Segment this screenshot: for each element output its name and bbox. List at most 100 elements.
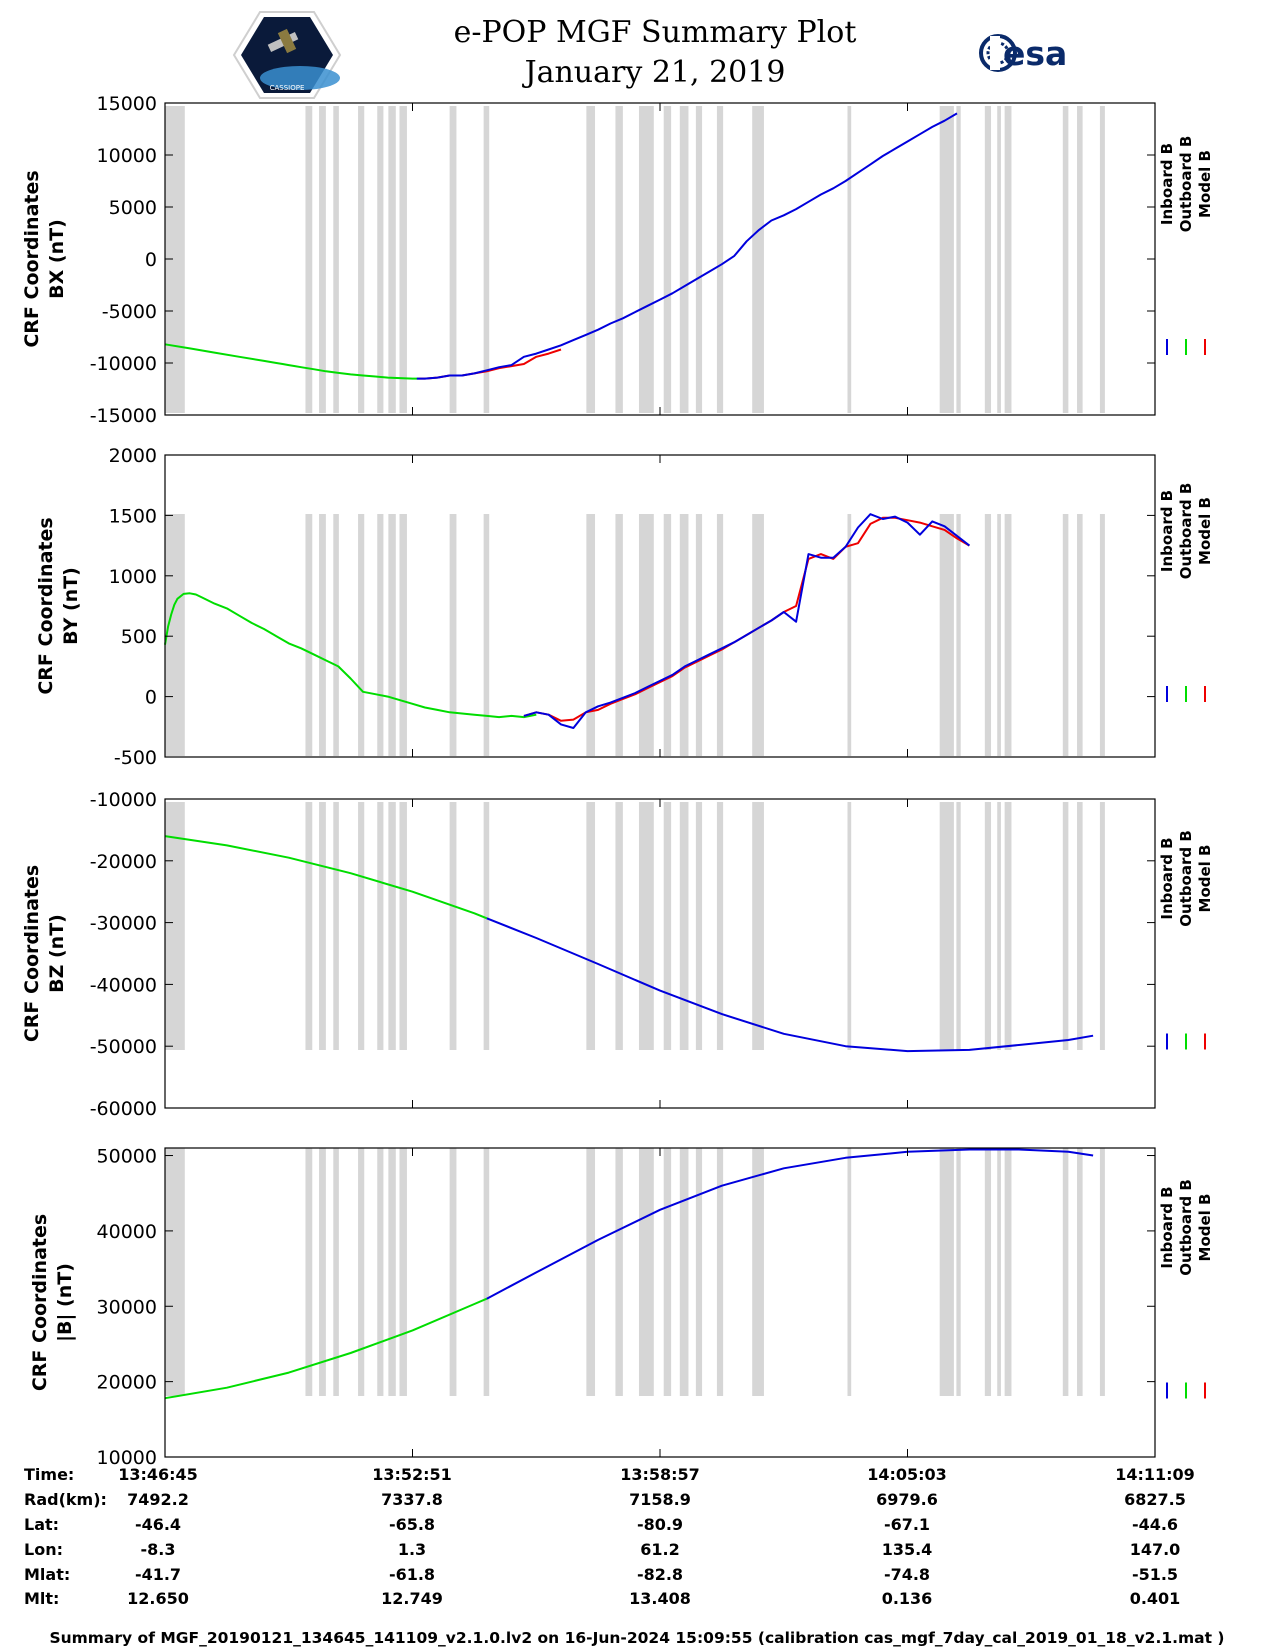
y-axis-label: CRF Coordinates	[21, 170, 43, 347]
data-gap-bar	[752, 514, 764, 756]
data-gap-bar	[997, 802, 1001, 1050]
y-tick-label: 40000	[97, 1221, 157, 1243]
info-row-label: Lon:	[24, 1540, 63, 1559]
data-gap-bar	[388, 1148, 396, 1396]
data-gap-bar	[586, 514, 596, 756]
y-tick-label: 50000	[97, 1146, 157, 1168]
info-cell: -46.4	[135, 1515, 181, 1534]
legend-label: Outboard B	[1177, 136, 1195, 233]
data-gap-bar	[1062, 106, 1069, 413]
data-gap-bar	[939, 1148, 954, 1396]
info-cell: 135.4	[882, 1540, 933, 1559]
info-cell: 61.2	[640, 1540, 679, 1559]
series-outboard-b	[164, 343, 419, 380]
y-axis-label: BY (nT)	[60, 567, 82, 645]
info-cell: -65.8	[389, 1515, 435, 1534]
legend-label: Model B	[1196, 1194, 1214, 1262]
y-tick-label: 10000	[97, 1447, 157, 1469]
y-tick-label: 30000	[97, 1296, 157, 1318]
data-gap-bar	[1062, 514, 1069, 756]
legend-label: Inboard B	[1158, 143, 1176, 225]
series-model-b	[418, 348, 562, 380]
data-gap-bar	[358, 802, 365, 1050]
y-tick-label: 0	[145, 687, 157, 709]
data-gap-bar	[586, 802, 596, 1050]
info-cell: 13:58:57	[620, 1465, 700, 1484]
data-gap-bar	[984, 1148, 992, 1396]
data-gap-bar	[997, 1148, 1001, 1396]
data-gap-bar	[399, 106, 407, 413]
data-gap-bar	[716, 106, 724, 413]
info-cell: 7158.9	[629, 1490, 691, 1509]
data-gap-bar	[1077, 514, 1083, 756]
data-gap-bar	[984, 514, 992, 756]
data-gap-bar	[638, 1148, 654, 1396]
data-gap-bar	[638, 514, 654, 756]
data-gap-bar	[483, 1148, 490, 1396]
data-gap-bar	[319, 514, 326, 756]
data-gap-bar	[752, 802, 764, 1050]
info-row-label: Rad(km):	[24, 1490, 107, 1509]
data-gap-bar	[695, 1148, 703, 1396]
data-gap-bar	[638, 802, 654, 1050]
cassiope-logo: CASSIOPE	[232, 11, 342, 99]
data-gap-bar	[679, 802, 689, 1050]
series-inboard-b	[523, 513, 971, 729]
chart-subtitle-date: January 21, 2019	[522, 55, 786, 90]
data-gap-bar	[377, 802, 384, 1050]
data-gap-bar	[1099, 802, 1105, 1050]
panel-2: 2000 1500 1000 500 0 -500 CRF Coordinates BY (n…	[35, 445, 1214, 769]
data-gap-bar	[377, 106, 384, 413]
esa-logo-text: esa	[1003, 34, 1067, 73]
data-gap-bar	[679, 106, 689, 413]
info-cell: 1.3	[398, 1540, 426, 1559]
data-gap-bar	[847, 1148, 852, 1396]
series-outboard-b	[164, 835, 488, 920]
y-tick-label: 0	[145, 249, 157, 271]
data-gap-bar	[956, 514, 961, 756]
info-cell: -82.8	[637, 1565, 683, 1584]
y-tick-label: -500	[114, 747, 157, 769]
data-gap-bar	[1004, 1148, 1012, 1396]
info-cell: 0.401	[1130, 1589, 1181, 1608]
legend-label: Outboard B	[1177, 483, 1195, 580]
y-tick-label: -15000	[90, 405, 157, 427]
data-gap-bar	[679, 514, 689, 756]
data-gap-bar	[165, 514, 185, 756]
info-cell: 7337.8	[381, 1490, 443, 1509]
data-gap-bar	[847, 514, 852, 756]
data-gap-bar	[377, 1148, 384, 1396]
data-gap-bar	[1099, 1148, 1105, 1396]
panel-4: 50000 40000 30000 20000 10000 CRF Coordinates…	[29, 1146, 1214, 1469]
data-gap-bar	[1077, 802, 1083, 1050]
info-cell: 13:46:45	[118, 1465, 198, 1484]
y-tick-label: 10000	[97, 145, 157, 167]
info-row-label: Mlt:	[24, 1589, 59, 1608]
legend-label: Outboard B	[1177, 830, 1195, 927]
data-gap-bar	[1099, 106, 1105, 413]
data-gap-bar	[586, 106, 596, 413]
y-tick-label: -60000	[90, 1098, 157, 1120]
series-inboard-b	[486, 917, 1094, 1053]
data-gap-bar	[663, 106, 672, 413]
info-cell: -61.8	[389, 1565, 435, 1584]
y-tick-label: -10000	[90, 789, 157, 811]
info-cell: -41.7	[135, 1565, 181, 1584]
data-gap-bar	[939, 514, 954, 756]
data-gap-bar	[847, 802, 852, 1050]
data-gap-bar	[695, 802, 703, 1050]
data-gap-bar	[752, 106, 764, 413]
data-gap-bar	[1004, 106, 1012, 413]
data-gap-bar	[483, 106, 490, 413]
y-axis-label: |B| (nT)	[54, 1263, 76, 1342]
data-gap-bar	[388, 106, 396, 413]
data-gap-bar	[586, 1148, 596, 1396]
footer-caption: Summary of MGF_20190121_134645_141109_v2…	[49, 1629, 1224, 1647]
legend-label: Inboard B	[1158, 1186, 1176, 1268]
y-tick-label: -50000	[90, 1036, 157, 1058]
data-gap-bar	[1062, 802, 1069, 1050]
series-outboard-b	[164, 592, 537, 719]
data-gap-bar	[449, 1148, 457, 1396]
data-gap-bar	[399, 1148, 407, 1396]
